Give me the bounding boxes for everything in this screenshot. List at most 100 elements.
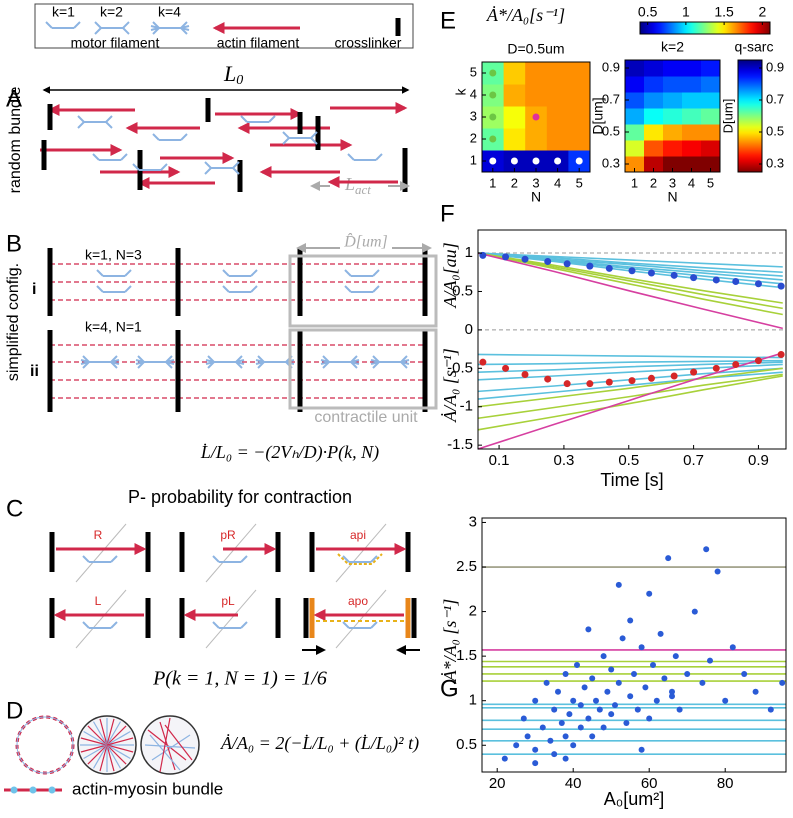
- crosslinker: [145, 598, 151, 638]
- data-point: [547, 737, 554, 744]
- y-tick-label: 5: [470, 64, 477, 79]
- motor-filament: [77, 115, 113, 129]
- data-point: [699, 679, 706, 686]
- heatmap-cell: [525, 84, 548, 107]
- y-tick-label: -0.5: [447, 359, 473, 376]
- unit-label: contractile unit: [314, 409, 418, 426]
- data-point: [777, 350, 785, 358]
- x-tick-label: 1: [631, 175, 638, 190]
- heatmap-cell: [682, 108, 702, 125]
- y-tick-label: 2.5: [456, 558, 477, 575]
- random-bundle: [144, 744, 196, 749]
- data-point: [574, 662, 580, 669]
- y-axis-label: D[um]: [590, 97, 606, 134]
- x-tick-label: 80: [717, 775, 734, 792]
- radial-bundle: [106, 721, 122, 746]
- motor-filament: [222, 269, 258, 277]
- heatmap-cell: [644, 156, 664, 173]
- heatmap-cell: [546, 62, 569, 85]
- radial-bundle: [106, 744, 122, 769]
- radial-bundle: [83, 744, 108, 760]
- data-point: [627, 693, 634, 700]
- crosslinker: [309, 532, 315, 572]
- length-label: Lact: [344, 174, 371, 197]
- crosslinker: [175, 248, 181, 316]
- config-label: k=4, N=1: [85, 319, 142, 335]
- motor-filament: [342, 555, 378, 563]
- data-point: [585, 626, 592, 633]
- data-point: [634, 706, 641, 713]
- heatmap-cell: [644, 60, 664, 77]
- crosslinker: [297, 330, 303, 412]
- radial-bundle: [83, 730, 108, 746]
- bundle-legend-dot: [10, 786, 18, 794]
- heatmap-cell: [644, 92, 664, 109]
- data-point: [563, 380, 571, 388]
- data-point: [502, 253, 510, 261]
- radial-bundle: [106, 725, 127, 746]
- divider: [335, 589, 387, 649]
- heatmap-cell: [503, 106, 526, 129]
- y-axis-label: Ȧ/A₀ [s⁻¹]: [440, 348, 460, 423]
- data-line: [477, 367, 783, 408]
- y-tick-label: 3: [469, 513, 477, 530]
- legend-label: actin filament: [217, 35, 300, 51]
- crosslinker: [405, 532, 411, 572]
- data-point: [754, 280, 762, 288]
- chart-title: k=2: [661, 39, 684, 55]
- y-tick-label: 0.7: [602, 91, 620, 106]
- heatmap-marker: [575, 157, 583, 165]
- roman-label: i: [32, 281, 36, 298]
- heatmap-cell: [701, 92, 721, 109]
- symbol: L: [223, 61, 236, 86]
- crosslinker: [49, 532, 55, 572]
- dashed-motor: [337, 553, 383, 565]
- x-tick-label: 20: [489, 775, 506, 792]
- x-tick-label: 0.1: [489, 452, 510, 469]
- data-point: [600, 653, 607, 660]
- crosslinker: [309, 598, 315, 638]
- y-tick-label: 0: [465, 321, 473, 338]
- data-point: [672, 653, 679, 660]
- data-point: [712, 276, 720, 284]
- crosslinker: [179, 532, 185, 572]
- data-line: [477, 252, 783, 274]
- motor-filament: [282, 131, 318, 145]
- data-line: [477, 375, 783, 431]
- data-point: [615, 679, 622, 686]
- data-point: [585, 715, 592, 722]
- radial-bundle: [106, 744, 115, 772]
- data-point: [612, 702, 618, 709]
- heatmap-marker: [510, 157, 518, 165]
- legend-label: crosslinker: [335, 35, 402, 51]
- data-point: [703, 546, 710, 553]
- motor-filament: [205, 355, 245, 369]
- colorbar-tick-label: 1: [682, 4, 690, 20]
- y-tick-label: 1: [470, 152, 477, 167]
- colorbar-tick-label: 0.5: [766, 123, 784, 138]
- heatmap-cell: [625, 60, 645, 77]
- colorbar-label: D[um]: [720, 99, 735, 134]
- heatmap-cell: [644, 140, 664, 157]
- data-point: [479, 251, 487, 259]
- divider: [205, 523, 257, 583]
- data-point: [589, 733, 596, 740]
- data-point: [752, 688, 759, 695]
- config-name: apo: [348, 594, 368, 608]
- data-point: [479, 358, 487, 366]
- data-point: [707, 657, 713, 664]
- data-line: [477, 252, 783, 310]
- symbol: L: [344, 174, 355, 194]
- heatmap-cell: [701, 76, 721, 93]
- motor-filament: [212, 555, 248, 563]
- radial-bundle: [99, 718, 108, 746]
- crosslinker: [303, 598, 309, 638]
- unit-size-label: D̂[um]: [343, 232, 388, 251]
- data-point: [690, 368, 698, 376]
- colorbar-tick-label: 0.5: [638, 4, 658, 20]
- x-axis-label: Time [s]: [600, 470, 663, 490]
- data-line: [477, 252, 783, 330]
- data-point: [691, 608, 698, 615]
- cell: [16, 716, 74, 774]
- crosslinker: [275, 532, 281, 572]
